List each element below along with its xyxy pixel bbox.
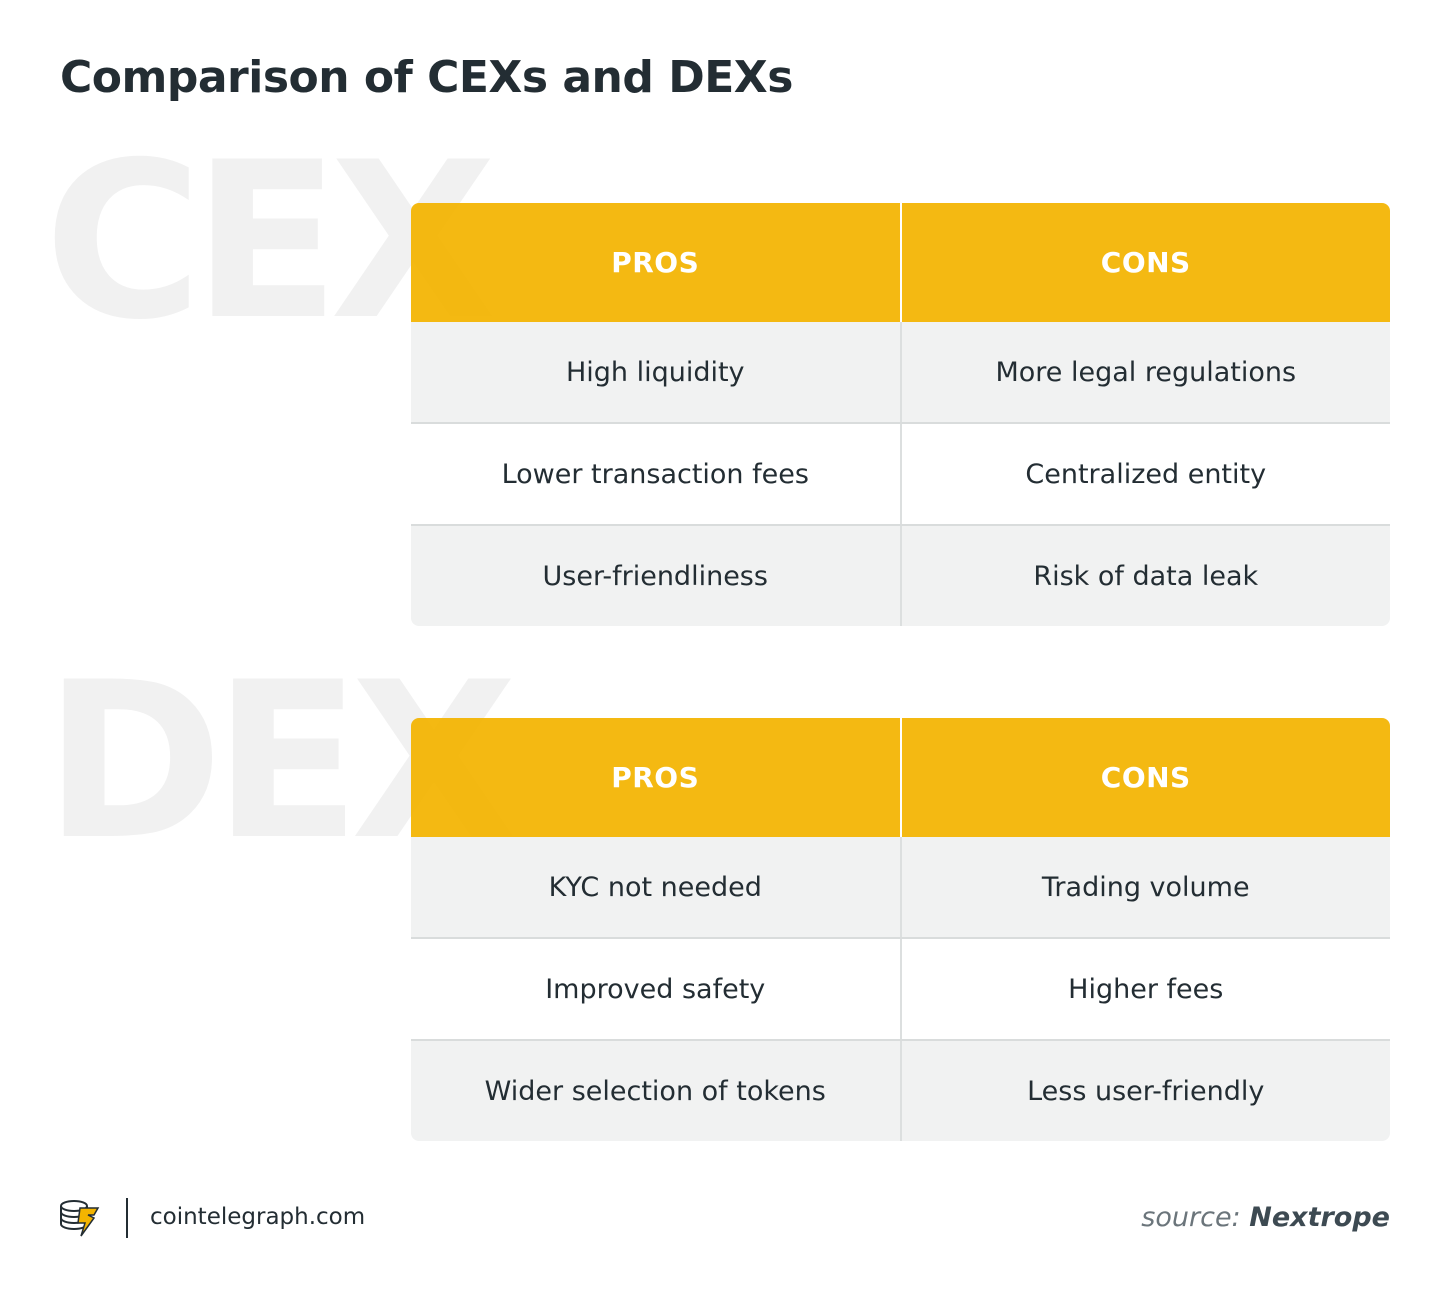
dex-pro-cell: KYC not needed	[548, 871, 762, 903]
cex-con-cell: More legal regulations	[899, 322, 1391, 422]
table-row: Wider selection of tokens Less user-frie…	[411, 1039, 1390, 1141]
footer-site-link[interactable]: cointelegraph.com	[150, 1204, 366, 1230]
cex-con-cell: Centralized entity	[899, 424, 1391, 524]
dex-table-header: PROS CONS	[411, 718, 1390, 837]
cex-pro-cell: High liquidity	[565, 356, 745, 388]
dex-pro-cell: Wider selection of tokens	[484, 1075, 826, 1107]
cex-pro-cell: User-friendliness	[542, 560, 768, 592]
dex-pro-cell: Improved safety	[545, 973, 766, 1005]
table-row: Lower transaction fees Centralized entit…	[411, 422, 1390, 524]
table-row: KYC not needed Trading volume	[411, 837, 1390, 937]
dex-con-cell: Higher fees	[899, 939, 1391, 1039]
cex-table-header: PROS CONS	[411, 203, 1390, 322]
cex-table: PROS CONS High liquidity More legal regu…	[411, 203, 1390, 626]
table-row: User-friendliness Risk of data leak	[411, 524, 1390, 626]
cex-con-cell: Risk of data leak	[899, 526, 1391, 626]
dex-pros-header: PROS	[611, 761, 700, 794]
source-name: Nextrope	[1249, 1202, 1390, 1233]
cex-cons-header: CONS	[899, 203, 1391, 322]
page-title: Comparison of CEXs and DEXs	[60, 52, 793, 103]
table-row: Improved safety Higher fees	[411, 937, 1390, 1039]
footer-divider	[126, 1198, 128, 1238]
footer-source: source: Nextrope	[1141, 1202, 1390, 1233]
table-row: High liquidity More legal regulations	[411, 322, 1390, 422]
cex-pro-cell: Lower transaction fees	[501, 458, 809, 490]
dex-cons-header: CONS	[899, 718, 1391, 837]
cex-pros-header: PROS	[611, 246, 700, 279]
cointelegraph-logo-icon	[58, 1196, 102, 1240]
source-label: source:	[1141, 1202, 1241, 1233]
dex-table: PROS CONS KYC not needed Trading volume …	[411, 718, 1390, 1141]
dex-con-cell: Less user-friendly	[899, 1041, 1391, 1141]
dex-con-cell: Trading volume	[899, 837, 1391, 937]
